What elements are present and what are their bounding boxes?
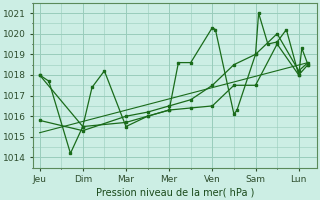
X-axis label: Pression niveau de la mer( hPa ): Pression niveau de la mer( hPa ): [96, 187, 254, 197]
